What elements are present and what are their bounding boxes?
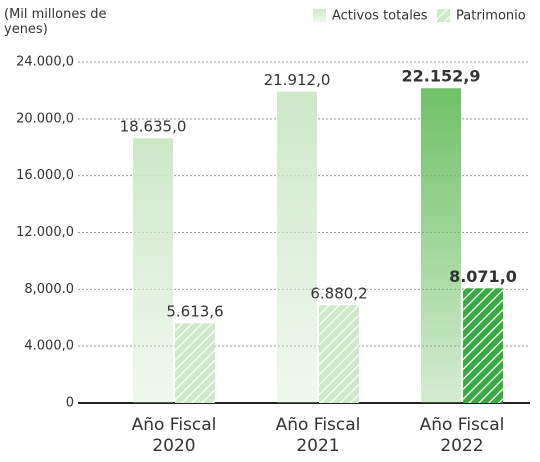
bar — [421, 88, 461, 404]
y-axis-label: (Mil millones de yenes) — [4, 7, 107, 37]
bar — [175, 323, 215, 403]
x-tick-label: Año Fiscal 2022 — [419, 415, 505, 456]
y-tick-label: 16.000,0 — [16, 168, 74, 183]
x-tick-label: Año Fiscal 2021 — [275, 415, 361, 456]
x-tick-label: Año Fiscal 2020 — [131, 415, 217, 456]
data-label: 5.613,6 — [166, 303, 223, 321]
data-label: 6.880,2 — [310, 285, 367, 303]
bar — [463, 288, 503, 403]
bar — [133, 138, 173, 403]
data-label: 18.635,0 — [120, 118, 187, 136]
data-label: 22.152,9 — [402, 67, 481, 86]
y-tick-label: 12.000,0 — [16, 225, 74, 240]
legend-swatch — [313, 9, 326, 22]
data-label: 21.912,0 — [264, 71, 331, 89]
y-tick-label: 24.000,0 — [16, 55, 74, 70]
bar — [277, 91, 317, 404]
bar — [319, 305, 359, 403]
legend-swatch — [437, 9, 450, 22]
data-label: 8.071,0 — [449, 267, 517, 286]
y-tick-label: 20.000,0 — [16, 111, 74, 126]
y-tick-label: 8,000.0 — [24, 282, 74, 297]
legend-label: Patrimonio — [456, 9, 526, 24]
y-tick-label: 0 — [66, 396, 74, 411]
y-tick-label: 4.000,0 — [24, 339, 74, 354]
legend-label: Activos totales — [332, 9, 428, 24]
